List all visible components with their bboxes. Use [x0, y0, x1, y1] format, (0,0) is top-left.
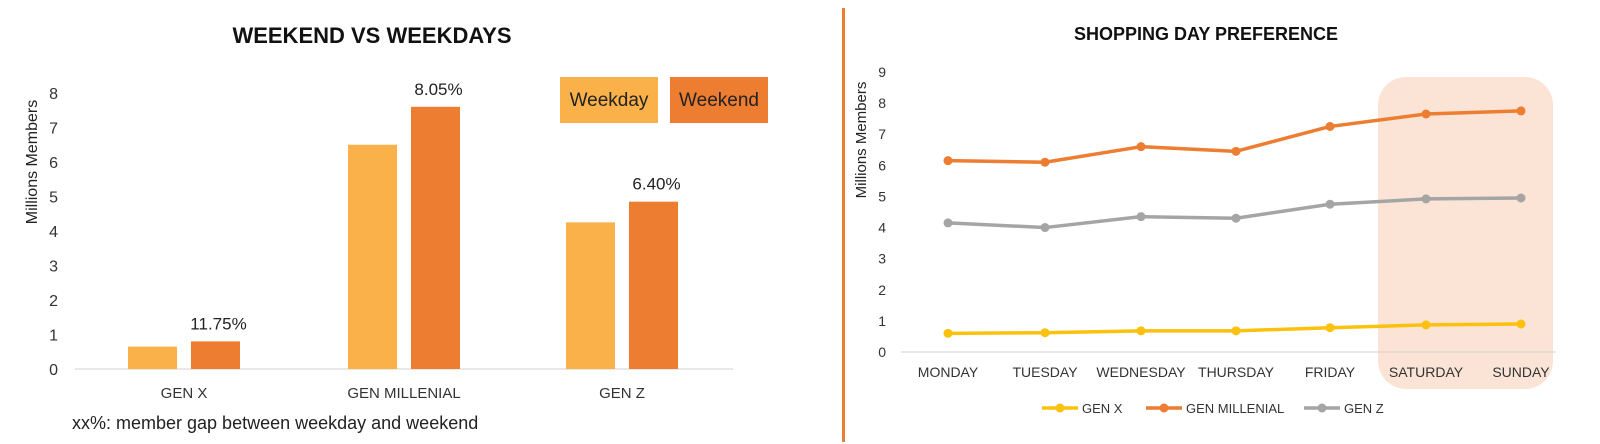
y-tick-label: 4: [878, 220, 886, 236]
legend-label-gen-z: GEN Z: [1344, 401, 1384, 416]
bar-weekday: [128, 346, 177, 369]
data-point: [943, 156, 953, 166]
data-point: [1325, 121, 1335, 131]
data-point: [1231, 213, 1241, 223]
y-tick-label: 4: [49, 224, 58, 241]
data-point: [1136, 326, 1146, 336]
y-tick-label: 2: [49, 293, 58, 310]
data-point: [1040, 157, 1050, 167]
bar-series: [128, 106, 678, 370]
data-point: [1516, 193, 1526, 203]
y-tick-label: 6: [878, 157, 886, 173]
series-gen-x: [943, 319, 1526, 338]
data-point: [1421, 320, 1431, 330]
legend-label-gen-millenial: GEN MILLENIAL: [1186, 401, 1284, 416]
data-point: [1136, 212, 1146, 222]
category-label: MONDAY: [918, 364, 979, 380]
bar-weekend: [629, 201, 678, 369]
data-point: [1040, 328, 1050, 338]
data-point: [1325, 199, 1335, 209]
y-tick-label: 7: [878, 126, 886, 142]
y-axis-ticks: 0 1 2 3 4 5 6 7 8: [49, 86, 58, 379]
category-label: GEN MILLENIAL: [347, 385, 460, 402]
y-tick-label: 7: [49, 121, 58, 138]
data-point: [1421, 194, 1431, 204]
category-labels: MONDAY TUESDAY WEDNESDAY THURSDAY FRIDAY SATU…: [918, 364, 1551, 380]
data-point: [1040, 223, 1050, 233]
legend-weekday-label: Weekday: [570, 90, 649, 111]
data-point: [943, 328, 953, 338]
category-label: TUESDAY: [1012, 364, 1078, 380]
data-point: [1325, 323, 1335, 333]
category-label: FRIDAY: [1305, 364, 1356, 380]
category-labels: GEN X GEN MILLENIAL GEN Z: [161, 385, 645, 402]
data-point: [1231, 146, 1241, 156]
y-tick-label: 8: [49, 86, 58, 103]
category-label: GEN Z: [599, 385, 645, 402]
series-gen-millenial: [943, 106, 1526, 167]
legend: Weekday Weekend: [560, 77, 768, 123]
chart-title: SHOPPING DAY PREFERENCE: [1074, 24, 1338, 44]
y-axis-label: Millions Members: [24, 100, 41, 224]
legend-weekend-label: Weekend: [679, 90, 759, 111]
category-label: WEDNESDAY: [1096, 364, 1186, 380]
data-point: [1516, 319, 1526, 329]
legend-marker-gen-x: [1055, 403, 1065, 413]
data-label-gap: 8.05%: [414, 80, 462, 99]
data-point: [1516, 106, 1526, 116]
legend-label-gen-x: GEN X: [1082, 401, 1123, 416]
y-tick-label: 3: [49, 259, 58, 276]
data-point: [1231, 326, 1241, 336]
legend: GEN X GEN MILLENIAL GEN Z: [1042, 401, 1384, 416]
y-tick-label: 0: [878, 344, 886, 360]
y-tick-label: 3: [878, 251, 886, 267]
shopping-day-preference-chart: SHOPPING DAY PREFERENCE Millions Members…: [853, 24, 1556, 416]
y-tick-label: 5: [49, 190, 58, 207]
legend-marker-gen-millenial: [1159, 403, 1169, 413]
data-label-gap: 11.75%: [190, 314, 246, 333]
bar-weekday: [566, 222, 615, 369]
legend-weekend-swatch: [670, 77, 768, 123]
category-label: THURSDAY: [1198, 364, 1275, 380]
y-tick-label: 1: [49, 328, 58, 345]
bar-weekend: [411, 106, 460, 370]
legend-marker-gen-z: [1317, 403, 1327, 413]
data-label-gap: 6.40%: [632, 175, 680, 194]
data-labels: 11.75% 8.05% 6.40%: [190, 80, 680, 334]
bar-weekend: [191, 341, 240, 369]
data-point: [943, 218, 953, 228]
category-label: GEN X: [161, 385, 208, 402]
data-point: [1136, 142, 1146, 152]
panel-divider: [842, 8, 845, 442]
bar-weekday: [348, 144, 397, 369]
data-point: [1421, 109, 1431, 119]
category-label: SATURDAY: [1389, 364, 1464, 380]
y-tick-label: 1: [878, 313, 886, 329]
chart-footnote: xx%: member gap between weekday and week…: [72, 413, 478, 433]
y-tick-label: 8: [878, 95, 886, 111]
category-label: SUNDAY: [1492, 364, 1550, 380]
y-tick-label: 9: [878, 64, 886, 80]
y-tick-label: 0: [49, 362, 58, 379]
weekend-highlight: [1378, 77, 1553, 389]
y-axis-ticks: 0 1 2 3 4 5 6 7 8 9: [878, 64, 886, 360]
y-axis-label: Millions Members: [853, 82, 870, 199]
series-gen-z: [943, 193, 1526, 233]
chart-title: WEEKEND VS WEEKDAYS: [232, 23, 511, 48]
weekend-vs-weekdays-chart: WEEKEND VS WEEKDAYS Millions Members 0 1 2…: [24, 23, 768, 433]
y-tick-label: 5: [878, 188, 886, 204]
y-tick-label: 6: [49, 155, 58, 172]
y-tick-label: 2: [878, 282, 886, 298]
legend-weekday-swatch: [560, 77, 658, 123]
line-series: [943, 106, 1526, 338]
